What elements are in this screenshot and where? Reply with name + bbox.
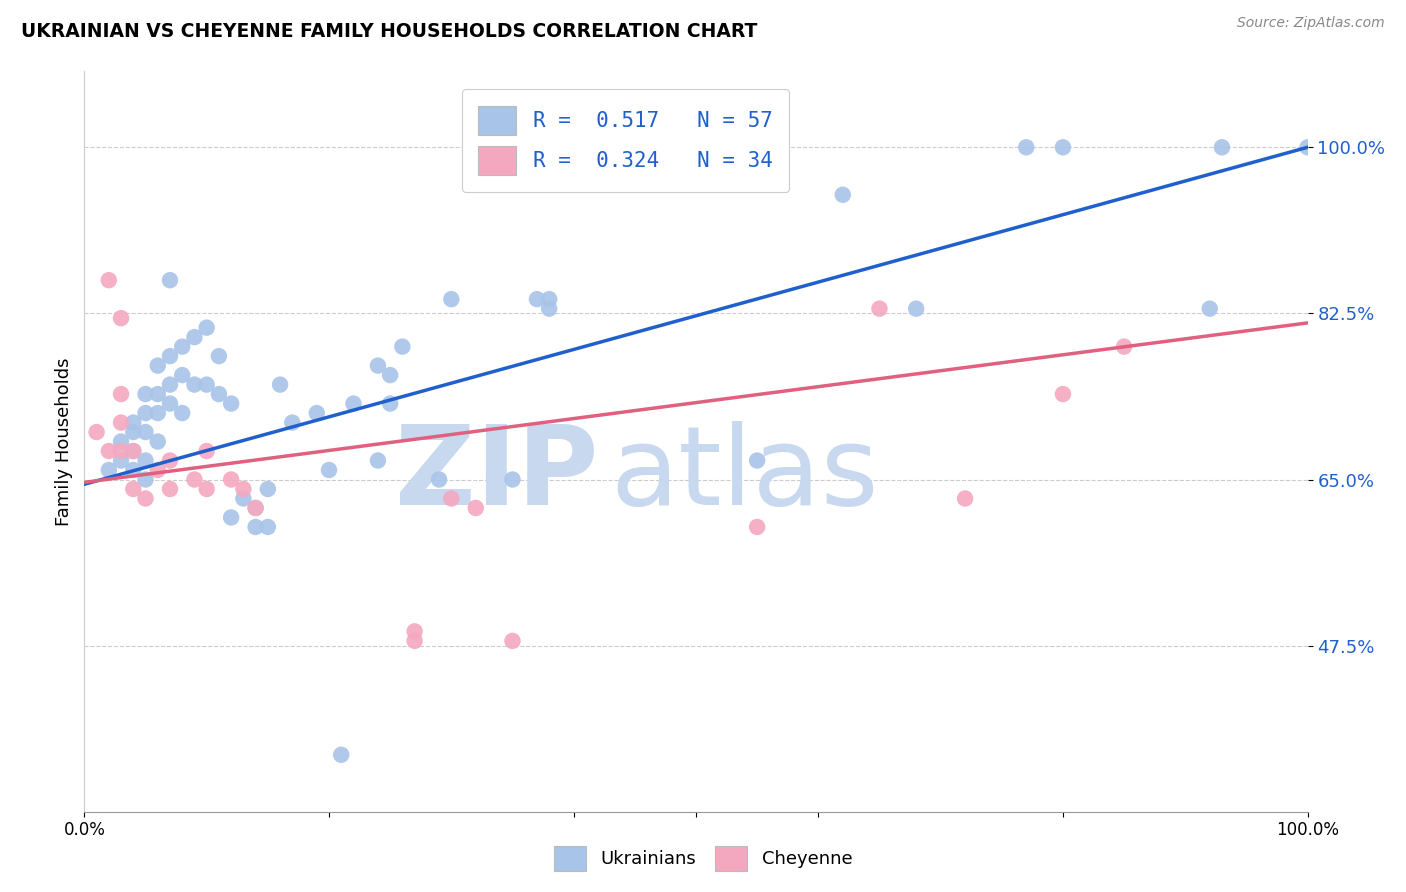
Point <box>146 406 169 420</box>
Point <box>110 416 132 430</box>
Legend: Ukrainians, Cheyenne: Ukrainians, Cheyenne <box>547 838 859 879</box>
Point <box>97 273 120 287</box>
Point <box>440 491 463 506</box>
Point <box>159 396 181 410</box>
Point <box>953 491 976 506</box>
Point <box>464 500 486 515</box>
Point <box>1198 301 1220 316</box>
Point <box>367 453 389 467</box>
Point <box>135 453 157 467</box>
Point <box>110 387 132 401</box>
Point <box>440 292 463 306</box>
Text: ZIP: ZIP <box>395 421 598 528</box>
Point <box>245 500 267 515</box>
Point <box>146 387 169 401</box>
Legend: R =  0.517   N = 57, R =  0.324   N = 34: R = 0.517 N = 57, R = 0.324 N = 34 <box>461 89 789 192</box>
Point <box>195 377 218 392</box>
Point <box>110 453 132 467</box>
Point <box>380 396 402 410</box>
Point <box>1114 340 1136 354</box>
Point <box>1296 140 1319 154</box>
Point <box>86 425 108 439</box>
Point <box>427 473 450 487</box>
Point <box>146 434 169 449</box>
Point <box>330 747 353 762</box>
Point <box>269 377 291 392</box>
Point <box>208 387 231 401</box>
Point <box>122 482 145 496</box>
Point <box>1052 387 1074 401</box>
Point <box>159 482 181 496</box>
Y-axis label: Family Households: Family Households <box>55 358 73 525</box>
Point <box>110 311 132 326</box>
Point <box>195 444 218 458</box>
Point <box>342 396 364 410</box>
Point <box>747 520 769 534</box>
Point <box>905 301 928 316</box>
Point <box>232 482 254 496</box>
Point <box>97 463 120 477</box>
Point <box>380 368 402 383</box>
Point <box>172 368 194 383</box>
Point <box>318 463 340 477</box>
Point <box>502 633 524 648</box>
Point <box>146 359 169 373</box>
Point <box>538 301 561 316</box>
Point <box>245 520 267 534</box>
Point <box>502 473 524 487</box>
Point <box>257 520 280 534</box>
Point <box>219 510 242 524</box>
Point <box>122 444 145 458</box>
Text: Source: ZipAtlas.com: Source: ZipAtlas.com <box>1237 16 1385 30</box>
Point <box>404 633 426 648</box>
Point <box>135 473 157 487</box>
Point <box>219 473 242 487</box>
Point <box>869 301 891 316</box>
Text: UKRAINIAN VS CHEYENNE FAMILY HOUSEHOLDS CORRELATION CHART: UKRAINIAN VS CHEYENNE FAMILY HOUSEHOLDS … <box>21 22 758 41</box>
Point <box>208 349 231 363</box>
Point <box>172 406 194 420</box>
Point <box>305 406 328 420</box>
Point <box>232 491 254 506</box>
Point <box>110 444 132 458</box>
Point <box>195 482 218 496</box>
Point <box>219 396 242 410</box>
Point <box>831 187 853 202</box>
Point <box>526 292 548 306</box>
Point <box>135 425 157 439</box>
Point <box>159 377 181 392</box>
Point <box>391 340 413 354</box>
Point <box>281 416 304 430</box>
Point <box>146 463 169 477</box>
Point <box>367 359 389 373</box>
Point <box>159 273 181 287</box>
Point <box>245 500 267 515</box>
Point <box>97 444 120 458</box>
Point <box>135 387 157 401</box>
Point <box>257 482 280 496</box>
Point <box>159 453 181 467</box>
Text: atlas: atlas <box>610 421 879 528</box>
Point <box>122 444 145 458</box>
Point <box>135 491 157 506</box>
Point <box>135 406 157 420</box>
Point <box>110 434 132 449</box>
Point <box>122 425 145 439</box>
Point <box>195 320 218 334</box>
Point <box>538 292 561 306</box>
Point <box>747 453 769 467</box>
Point <box>404 624 426 639</box>
Point <box>122 463 145 477</box>
Point <box>1211 140 1233 154</box>
Point <box>159 349 181 363</box>
Point <box>1052 140 1074 154</box>
Point <box>183 377 205 392</box>
Point <box>122 416 145 430</box>
Point <box>1015 140 1038 154</box>
Point <box>183 473 205 487</box>
Point <box>172 340 194 354</box>
Point <box>183 330 205 344</box>
